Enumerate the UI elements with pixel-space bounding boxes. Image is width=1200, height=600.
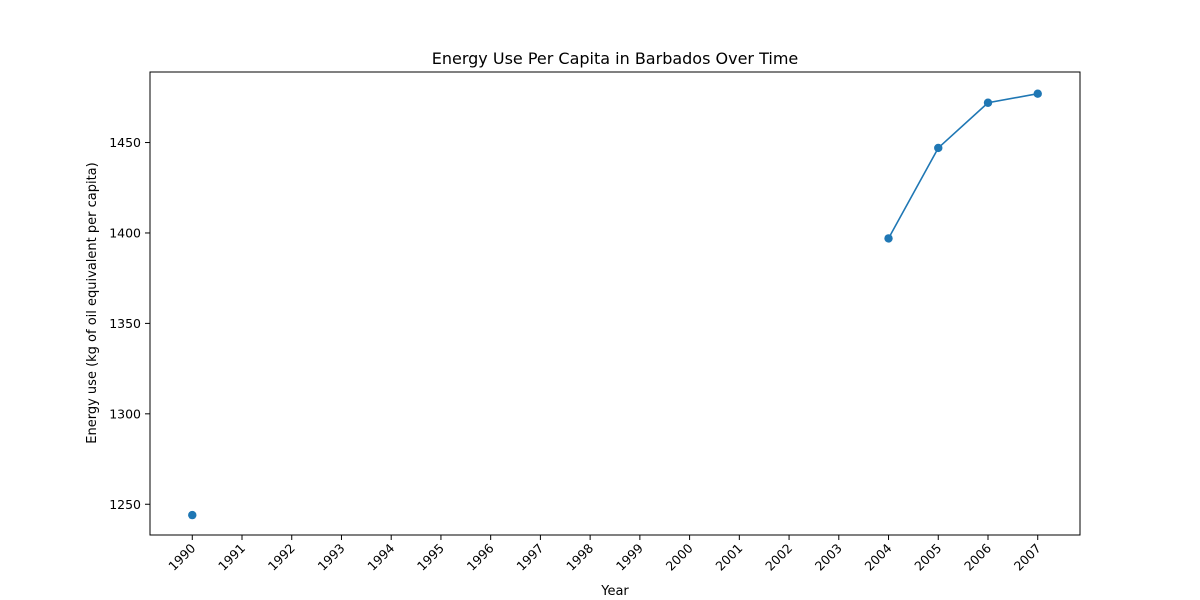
x-tick-label: 1995 — [414, 541, 447, 574]
plot-area-frame — [149, 71, 1081, 536]
x-axis-ticks: 1990 1991 1992 1993 1994 1995 1996 1997 1998 1999… — [165, 535, 1044, 574]
x-tick-label: 1999 — [613, 540, 646, 573]
x-tick-label: 2006 — [961, 540, 994, 573]
x-tick-label: 2004 — [862, 540, 895, 573]
x-tick-label: 2005 — [911, 541, 944, 574]
chart-title: Energy Use Per Capita in Barbados Over T… — [432, 49, 799, 68]
x-tick-label: 2000 — [663, 540, 696, 573]
x-axis-label: Year — [600, 584, 629, 599]
x-tick-label: 2001 — [712, 541, 745, 574]
y-tick-label: 1300 — [109, 406, 141, 421]
y-axis-label: Energy use (kg of oil equivalent per cap… — [85, 162, 100, 443]
data-point-2006 — [983, 98, 993, 107]
x-tick-label: 2002 — [762, 541, 795, 574]
series-line — [887, 92, 1038, 239]
data-point-2004 — [884, 234, 893, 243]
y-tick-label: 1350 — [109, 316, 141, 331]
data-point-1990 — [188, 510, 197, 520]
data-point-2007 — [1033, 89, 1042, 98]
y-tick-label: 1400 — [109, 225, 141, 240]
x-tick-label: 1997 — [513, 541, 546, 574]
x-tick-label: 1996 — [464, 540, 497, 573]
y-tick-label: 1450 — [109, 135, 141, 150]
data-point-2005 — [934, 143, 943, 153]
x-tick-label: 2007 — [1011, 541, 1044, 574]
y-tick-label: 1250 — [109, 497, 141, 512]
y-axis-ticks: 1250 1300 1350 1400 1450 — [109, 135, 150, 512]
x-tick-label: 1994 — [364, 540, 397, 573]
x-tick-label: 1990 — [165, 540, 198, 573]
x-tick-label: 1993 — [314, 541, 347, 574]
x-tick-label: 1991 — [215, 541, 248, 574]
x-tick-label: 1998 — [563, 540, 596, 573]
series-layer — [188, 89, 1042, 520]
x-tick-label: 1992 — [265, 541, 298, 574]
x-tick-label: 2003 — [812, 541, 845, 574]
